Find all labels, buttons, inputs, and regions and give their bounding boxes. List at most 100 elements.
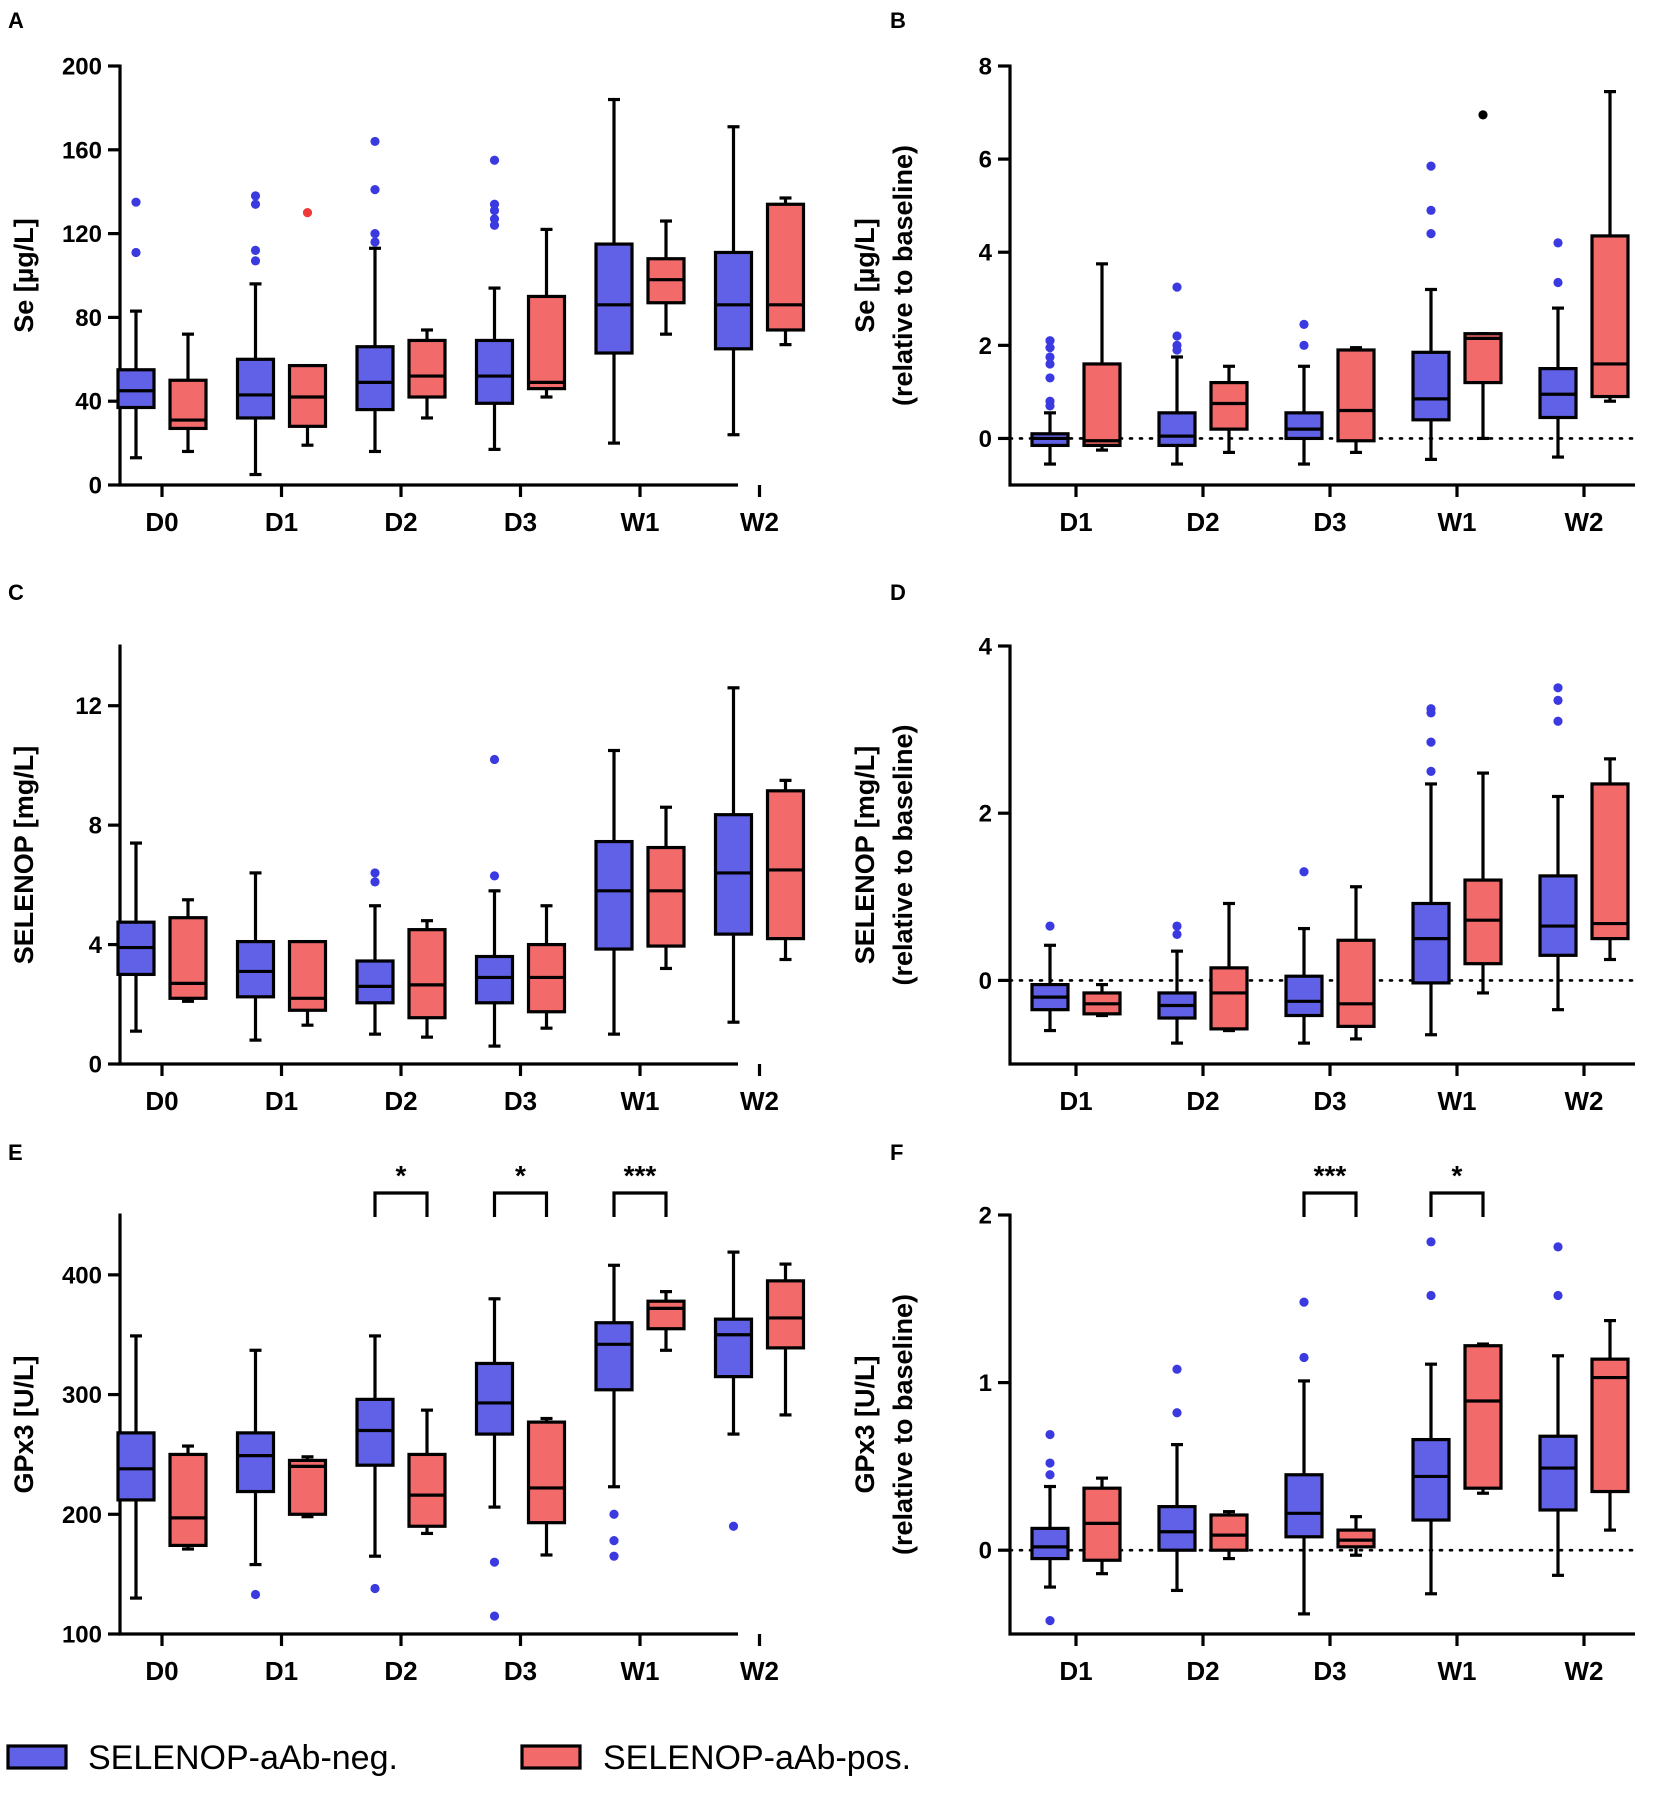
box-iqr — [526, 1420, 567, 1525]
outlier-point — [1045, 352, 1055, 362]
box-iqr — [594, 1321, 634, 1392]
x-tick-label: W1 — [621, 1086, 660, 1116]
box-neg-d2 — [1157, 1364, 1197, 1593]
box-iqr — [526, 294, 567, 391]
outlier-point — [1299, 867, 1309, 877]
y-axis-label: Se [µg/L] — [9, 218, 39, 333]
y-axis-label: GPx3 [U/L] — [9, 1355, 39, 1493]
outlier-point — [609, 1536, 619, 1546]
y-tick-label: 40 — [75, 389, 102, 416]
box-neg-d3 — [474, 1297, 515, 1621]
x-tick-label: D1 — [265, 1656, 298, 1686]
y-tick-label: 0 — [89, 473, 102, 500]
box-iqr — [1209, 966, 1249, 1031]
outlier-point — [1553, 1242, 1563, 1252]
box-iqr — [1463, 878, 1503, 966]
outlier-point — [1172, 1364, 1182, 1374]
box-iqr — [407, 338, 447, 399]
outlier-point — [489, 214, 500, 224]
panel-b: B 0 2 4 6 8 Se [µg/L] (relative to baseline) D1 D… — [850, 8, 1637, 537]
outlier-point — [1045, 396, 1055, 406]
box-neg-d2 — [1157, 921, 1197, 1045]
box-iqr — [1538, 1434, 1578, 1512]
outlier-point — [1426, 704, 1436, 714]
y-tick-label: 8 — [979, 54, 992, 81]
outlier-point — [1045, 1615, 1055, 1626]
box-pos-d2 — [407, 1408, 447, 1536]
box-pos-w2 — [1590, 757, 1630, 962]
outlier-point — [131, 247, 141, 258]
box-neg-w2 — [713, 125, 754, 437]
outlier-point — [1426, 766, 1436, 777]
box-pos-d1 — [287, 939, 328, 1027]
y-axis-label-line: GPx3 [U/L] — [9, 1355, 39, 1493]
x-tick-label: W2 — [1565, 507, 1604, 537]
y-axis-label-line: Se [µg/L] — [850, 218, 880, 333]
outlier-point — [1299, 340, 1309, 350]
x-tick-label: D2 — [1186, 1086, 1219, 1116]
box-pos-d1 — [287, 208, 328, 447]
box-iqr — [646, 1299, 686, 1331]
box-iqr — [168, 916, 208, 1000]
panel-f: F 0 1 2 GPx3 [U/L] (relative to baseline) D1 D2… — [850, 1140, 1637, 1686]
box-neg-w2 — [1538, 1242, 1578, 1577]
box-iqr — [474, 954, 515, 1005]
x-tick-label: D0 — [145, 1656, 178, 1686]
y-axis-label-line: SELENOP [mg/L] — [850, 746, 880, 965]
significance-bracket — [1429, 1191, 1485, 1217]
box-iqr — [1284, 411, 1324, 441]
x-tick-label: W2 — [740, 1086, 779, 1116]
y-tick-label: 2 — [979, 801, 992, 828]
outlier-point — [1553, 238, 1563, 248]
box-iqr — [1411, 901, 1451, 985]
x-tick-label: D2 — [1186, 1656, 1219, 1686]
legend-item-neg: SELENOP-aAb-neg. — [6, 1739, 398, 1777]
outlier-point — [1553, 683, 1563, 693]
box-pos-d0 — [168, 332, 208, 454]
box-neg-d3 — [1284, 1297, 1324, 1616]
box-iqr — [355, 959, 395, 1005]
legend-label-neg: SELENOP-aAb-neg. — [88, 1739, 398, 1777]
outlier-point — [1553, 716, 1563, 726]
outlier-point — [1478, 110, 1488, 120]
box-iqr — [1336, 1528, 1376, 1549]
y-axis-label: SELENOP [mg/L] (relative to baseline) — [850, 724, 918, 985]
outlier-point — [250, 1589, 261, 1600]
box-pos-w2 — [765, 1262, 806, 1417]
y-tick-label: 4 — [979, 240, 993, 267]
box-pos-d2 — [1209, 364, 1249, 455]
y-tick-label: 2 — [979, 1203, 992, 1230]
box-pos-w1 — [1463, 1342, 1503, 1495]
y-axis-label-line: (relative to baseline) — [888, 1294, 918, 1555]
box-neg-d2 — [355, 136, 395, 454]
outlier-point — [1045, 1429, 1055, 1440]
box-iqr — [1590, 234, 1630, 399]
significance-bracket — [373, 1191, 429, 1217]
outlier-point — [370, 237, 380, 247]
y-axis-label-line: SELENOP [mg/L] — [9, 746, 39, 965]
x-tick-label: D2 — [384, 507, 417, 537]
x-tick-label: W1 — [621, 1656, 660, 1686]
box-pos-d1 — [1082, 1476, 1122, 1576]
box-iqr — [1157, 1505, 1197, 1552]
outlier-point — [1045, 1470, 1055, 1480]
box-iqr — [1209, 380, 1249, 431]
box-neg-d1 — [1030, 1429, 1070, 1626]
box-iqr — [287, 939, 328, 1012]
box-iqr — [646, 845, 686, 948]
x-tick-label: D3 — [1313, 507, 1346, 537]
box-iqr — [1463, 1344, 1503, 1490]
significance-label: * — [515, 1160, 526, 1191]
box-neg-w1 — [594, 97, 634, 445]
box-iqr — [713, 1317, 754, 1379]
box-iqr — [1590, 1357, 1630, 1494]
significance-label: * — [396, 1160, 407, 1191]
y-tick-label: 0 — [979, 968, 992, 995]
box-neg-w1 — [594, 748, 634, 1036]
box-pos-w1 — [1463, 771, 1503, 995]
outlier-point — [1172, 340, 1182, 350]
outlier-point — [1045, 336, 1055, 346]
y-tick-label: 200 — [62, 54, 102, 81]
outlier-point — [250, 245, 261, 255]
